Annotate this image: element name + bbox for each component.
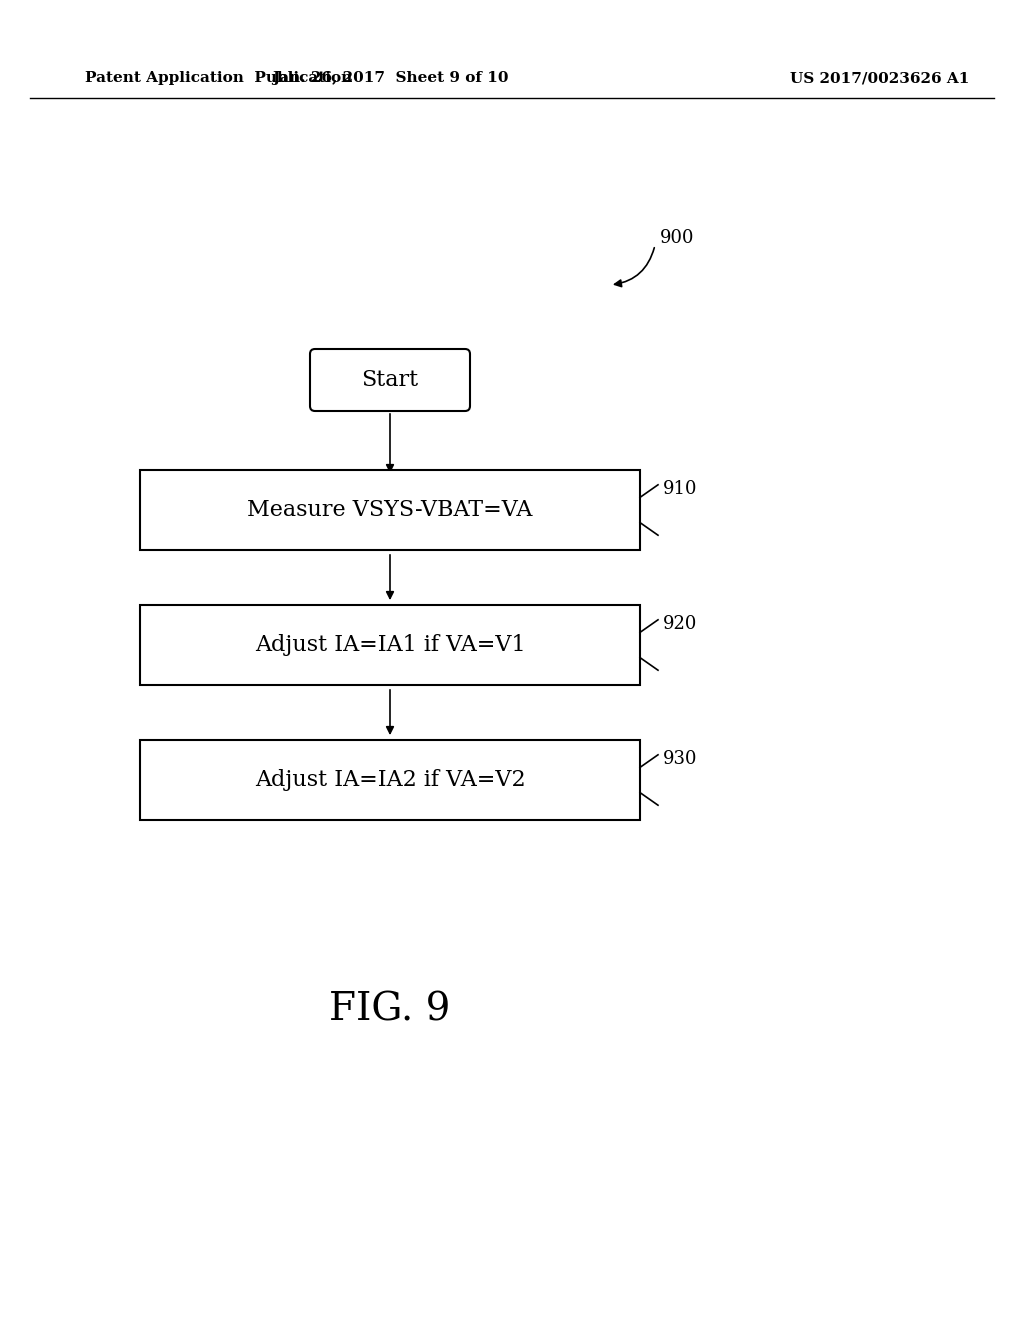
FancyBboxPatch shape (310, 348, 470, 411)
Text: Adjust IA=IA2 if VA=V2: Adjust IA=IA2 if VA=V2 (255, 770, 525, 791)
Text: Measure VSYS-VBAT=VA: Measure VSYS-VBAT=VA (248, 499, 532, 521)
Text: 900: 900 (660, 228, 694, 247)
Bar (140, 741, 640, 820)
Text: FIG. 9: FIG. 9 (330, 991, 451, 1028)
Text: Start: Start (361, 370, 419, 391)
Bar (140, 605, 640, 685)
Text: 920: 920 (663, 615, 697, 634)
Text: Adjust IA=IA1 if VA=V1: Adjust IA=IA1 if VA=V1 (255, 634, 525, 656)
Text: 930: 930 (663, 750, 697, 768)
Text: 910: 910 (663, 480, 697, 498)
Text: Patent Application  Publication: Patent Application Publication (85, 71, 352, 84)
Text: US 2017/0023626 A1: US 2017/0023626 A1 (790, 71, 970, 84)
Text: Jan. 26, 2017  Sheet 9 of 10: Jan. 26, 2017 Sheet 9 of 10 (271, 71, 508, 84)
Bar (140, 470, 640, 550)
